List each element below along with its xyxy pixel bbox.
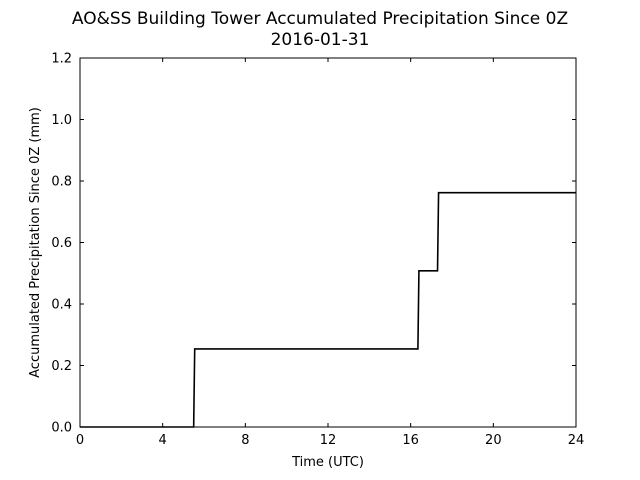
x-tick-label: 16 <box>402 433 419 448</box>
chart-title: AO&SS Building Tower Accumulated Precipi… <box>72 9 568 29</box>
x-axis-label: Time (UTC) <box>291 455 364 470</box>
series-layer <box>80 191 576 428</box>
y-tick-label: 0.6 <box>51 236 72 251</box>
plot-frame <box>79 57 577 428</box>
y-tick-label: 0.8 <box>51 175 72 190</box>
y-tick-label: 0.4 <box>51 298 72 313</box>
x-tick-label: 20 <box>485 433 502 448</box>
x-tick-label: 12 <box>320 433 337 448</box>
chart-subtitle: 2016-01-31 <box>271 30 370 50</box>
y-tick-label: 1.2 <box>51 52 72 67</box>
y-tick-label: 0.2 <box>51 359 72 374</box>
plot-area <box>80 58 576 427</box>
x-tick-label: 0 <box>76 433 84 448</box>
y-axis-label: Accumulated Precipitation Since 0Z (mm) <box>28 107 43 378</box>
x-tick-label: 4 <box>159 433 167 448</box>
x-axis-ticks: 0 4 8 12 16 20 24 <box>76 58 584 448</box>
x-tick-label: 24 <box>568 433 585 448</box>
precipitation-series-line <box>80 191 576 428</box>
x-tick-label: 8 <box>241 433 249 448</box>
y-tick-label: 1.0 <box>51 113 72 128</box>
y-tick-label: 0.0 <box>51 421 72 436</box>
